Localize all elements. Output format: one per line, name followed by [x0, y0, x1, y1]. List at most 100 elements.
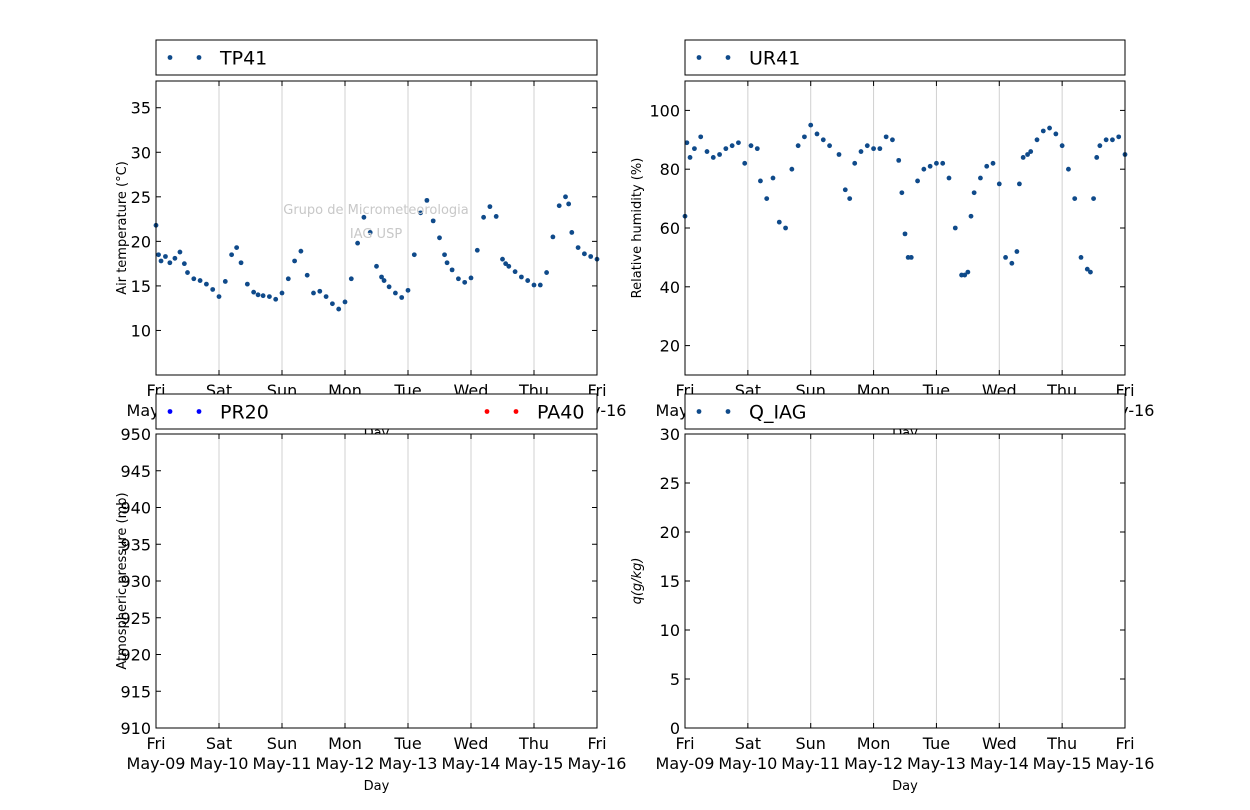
y-tick-label: 0: [670, 719, 680, 738]
legend-marker: [196, 55, 202, 60]
legend-label: TP41: [219, 48, 267, 70]
y-tick-label: 40: [660, 278, 680, 297]
data-point: [550, 234, 556, 240]
y-tick-label: 20: [660, 523, 680, 542]
data-point: [525, 278, 531, 283]
y-tick-label: 20: [131, 232, 151, 251]
y-tick-label: 30: [131, 143, 151, 162]
data-point: [764, 196, 770, 202]
plot-area: [685, 81, 1125, 375]
data-point: [399, 295, 405, 300]
data-point: [1017, 181, 1022, 187]
legend-marker: [167, 55, 173, 60]
data-point: [1078, 255, 1084, 260]
x-axis-label: Day: [364, 779, 390, 794]
data-point: [191, 276, 197, 282]
data-point: [952, 225, 958, 231]
data-point: [1014, 249, 1020, 254]
x-tick-label: Thu: [518, 734, 549, 753]
data-point: [156, 252, 161, 258]
data-point: [783, 225, 788, 231]
x-tick-label: May-11: [781, 754, 840, 773]
data-point: [946, 175, 952, 181]
data-point: [430, 218, 436, 224]
data-point: [692, 146, 697, 152]
data-point: [374, 263, 379, 269]
x-tick-label: May-16: [568, 754, 627, 773]
y-tick-label: 10: [131, 321, 151, 340]
legend-marker: [484, 409, 490, 414]
data-point: [487, 204, 493, 210]
data-point: [411, 252, 417, 258]
watermark-text: Grupo de Micrometeorologia: [283, 203, 469, 218]
data-point: [255, 292, 261, 298]
series-TP41: [153, 194, 600, 312]
y-tick-label: 930: [120, 572, 151, 591]
data-point: [437, 235, 442, 241]
legend: PR20 PA40: [155, 393, 598, 430]
data-point: [827, 143, 832, 149]
data-point: [1034, 137, 1040, 143]
data-point: [1084, 266, 1090, 272]
x-tick-label: May-13: [379, 754, 438, 773]
legend: TP41: [155, 39, 598, 76]
data-point: [1116, 134, 1122, 140]
x-tick-label: Sat: [735, 734, 761, 753]
data-point: [1020, 155, 1026, 160]
plot-frame: [684, 80, 1126, 376]
legend-box: [684, 393, 1126, 430]
legend-label: Q_IAG: [749, 402, 806, 424]
data-point: [503, 261, 509, 267]
data-point: [474, 247, 480, 253]
legend-label: PA40: [537, 402, 584, 424]
data-point: [569, 230, 575, 235]
legend-marker: [725, 55, 731, 60]
data-point: [921, 166, 927, 172]
data-point: [244, 281, 250, 287]
legend-marker: [696, 55, 702, 60]
data-point: [181, 261, 187, 267]
y-tick-label: 60: [660, 219, 680, 238]
data-point: [167, 260, 173, 266]
data-point: [185, 270, 190, 275]
data-point: [330, 301, 335, 307]
y-tick-label: 915: [120, 682, 151, 701]
x-tick-label: Fri: [1115, 734, 1134, 753]
data-point: [927, 163, 933, 169]
data-point: [279, 290, 285, 296]
data-point: [234, 245, 240, 251]
chart-panel-2: FriMay-09SatMay-10SunMay-11MonMay-12TueM…: [630, 39, 1154, 441]
data-point: [1110, 137, 1115, 143]
legend-box: [155, 39, 598, 76]
y-tick-label: 80: [660, 160, 680, 179]
data-point: [393, 290, 398, 296]
y-axis-label: q(g/kg): [630, 558, 645, 605]
legend-box: [155, 393, 598, 430]
legend-label: PR20: [220, 402, 269, 424]
data-point: [456, 276, 461, 282]
y-tick-label: 35: [131, 99, 151, 118]
x-tick-label: Fri: [675, 734, 694, 753]
x-tick-label: Tue: [922, 734, 950, 753]
data-point: [556, 203, 562, 209]
y-tick-label: 15: [131, 277, 151, 296]
x-tick-label: May-12: [844, 754, 903, 773]
data-point: [238, 260, 244, 266]
data-point: [1003, 255, 1008, 260]
data-point: [544, 270, 549, 275]
data-point: [795, 143, 801, 149]
data-point: [462, 279, 468, 285]
data-point: [723, 146, 729, 152]
data-point: [317, 288, 323, 294]
data-point: [1072, 196, 1078, 202]
data-point: [229, 252, 235, 258]
x-tick-label: May-11: [253, 754, 312, 773]
legend-box: [684, 39, 1126, 76]
legend: UR41: [684, 39, 1126, 76]
y-tick-label: 950: [120, 425, 151, 444]
data-point: [770, 175, 776, 181]
data-point: [902, 231, 908, 237]
y-tick-label: 940: [120, 499, 151, 518]
data-point: [836, 152, 842, 157]
